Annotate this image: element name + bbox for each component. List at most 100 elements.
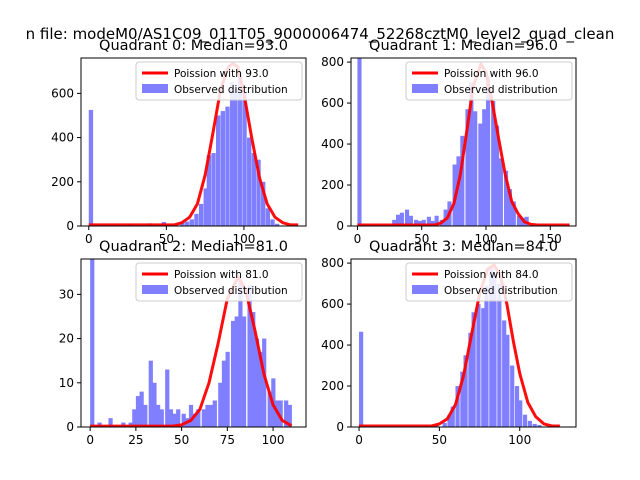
histogram-bar [188, 404, 194, 427]
histogram-bar [442, 422, 447, 427]
y-tick-label: 600 [321, 96, 344, 110]
y-tick-label: 200 [321, 178, 344, 192]
x-tick-label: 100 [475, 232, 498, 246]
legend-observed-swatch [142, 84, 168, 93]
histogram-bar [450, 406, 455, 427]
y-tick-label: 20 [59, 332, 74, 346]
histogram-bar [456, 156, 461, 226]
y-tick-label: 200 [321, 379, 344, 393]
histogram-bar [405, 209, 410, 226]
x-tick-label: 75 [220, 433, 235, 447]
histogram-bar [216, 115, 221, 226]
histogram-bar [234, 316, 239, 427]
histogram-bar [447, 414, 452, 427]
histogram-bar [270, 219, 275, 226]
histogram-bar [225, 351, 230, 427]
x-tick-label: 50 [174, 433, 189, 447]
subplot-title: Quadrant 1: Median=96.0 [369, 38, 558, 54]
x-tick-label: 150 [539, 232, 562, 246]
legend-observed-swatch [142, 285, 168, 294]
histogram-bar [242, 93, 247, 226]
histogram-bar [498, 158, 503, 226]
axes-frame [80, 258, 307, 428]
histogram-bar [251, 153, 257, 226]
y-tick-label: 0 [66, 420, 74, 434]
histogram-bar [527, 420, 532, 427]
histogram-bar [284, 400, 289, 427]
legend-box [405, 61, 573, 101]
histogram-bar [414, 219, 419, 226]
x-tick-label: 100 [508, 433, 531, 447]
x-tick-label: 50 [432, 433, 447, 447]
histogram-bar [484, 285, 489, 427]
histogram-bar [108, 418, 113, 427]
plot-area [88, 62, 299, 226]
histogram-bar [465, 109, 470, 226]
histogram-bar [262, 338, 267, 427]
histogram-bar [392, 219, 397, 226]
histogram-bar [476, 304, 481, 427]
y-tick-label: 0 [336, 420, 344, 434]
axes-frame [80, 57, 307, 227]
histogram-bar [434, 215, 439, 226]
legend-poisson-label: Poission with 84.0 [444, 269, 539, 281]
histogram-bar [399, 212, 404, 226]
histogram-bar [90, 259, 95, 427]
y-tick-label: 30 [59, 287, 74, 301]
histogram-bar [231, 320, 236, 427]
histogram-bar [139, 391, 144, 427]
histogram-bar [489, 267, 494, 427]
histogram-bar [408, 215, 413, 226]
legend-observed-label: Observed distribution [174, 84, 288, 96]
legend: Poission with 96.0 Observed distribution [405, 61, 573, 101]
histogram-bar [421, 219, 426, 226]
histogram-bar [486, 76, 491, 226]
y-tick-label: 600 [321, 297, 344, 311]
histogram-bar [504, 170, 509, 226]
legend-observed-label: Observed distribution [174, 285, 288, 297]
histogram-bar [225, 106, 230, 226]
histogram-bar [532, 423, 537, 427]
histogram-bar [205, 404, 210, 427]
histogram-bar [218, 382, 223, 427]
legend-observed-label: Observed distribution [444, 285, 558, 297]
histogram-bar [196, 409, 201, 427]
histogram-bar [471, 312, 476, 427]
y-tick-label: 10 [59, 376, 74, 390]
y-tick-label: 400 [51, 131, 74, 145]
histogram-bar [247, 285, 252, 427]
histogram-bar [258, 351, 263, 427]
histogram-bar [510, 365, 515, 427]
histogram-bar [247, 137, 252, 226]
histogram-bar [426, 216, 431, 226]
histogram-bar [180, 222, 185, 226]
histogram-bar [430, 220, 435, 226]
y-tick-label: 0 [336, 219, 344, 233]
histogram-bar [203, 188, 208, 226]
legend-box [135, 61, 303, 101]
x-tick-label: 25 [128, 433, 143, 447]
histogram-bar [267, 391, 272, 427]
y-tick-label: 400 [321, 338, 344, 352]
histogram-bar [192, 413, 197, 427]
histogram-bar [469, 82, 474, 226]
histogram-bar [491, 101, 496, 226]
histogram-bar [211, 153, 216, 226]
x-tick-label: 0 [85, 232, 93, 246]
plot-area [357, 58, 570, 226]
histogram-bar [233, 88, 238, 226]
histogram-bar [152, 382, 157, 427]
histogram-bar [181, 413, 186, 427]
legend: Poission with 93.0 Observed distribution [135, 61, 303, 101]
figure-suptitle: n file: modeM0/AS1C09_011T05_9000006474_… [26, 25, 615, 44]
histogram-bar [482, 109, 487, 226]
y-tick-label: 800 [321, 55, 344, 69]
histogram-bar [206, 155, 212, 226]
histogram-bar [460, 135, 465, 226]
histogram-bar [229, 82, 235, 226]
histogram-bar [220, 111, 225, 226]
histogram-bar [537, 424, 542, 427]
subplot-quadrant-2: 0 25 50 75 100 0 10 20 30 Quadrant 2: Median=81.0… [59, 239, 307, 447]
histogram-bar [237, 73, 243, 226]
subplot-title: Quadrant 0: Median=93.0 [99, 38, 288, 54]
